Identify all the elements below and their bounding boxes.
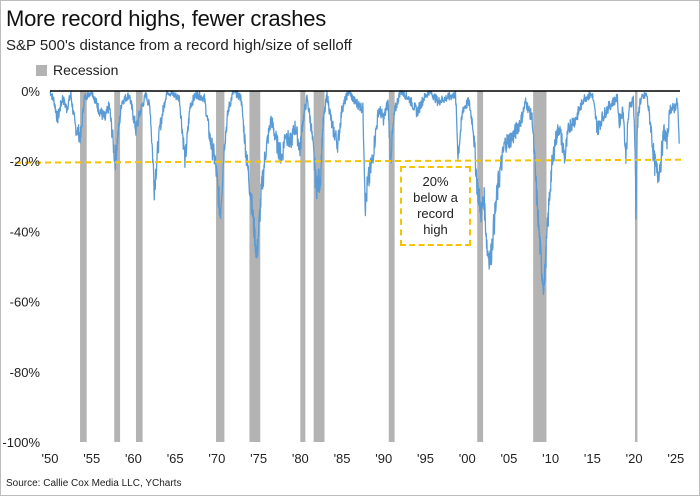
x-tick-label: '50 (42, 451, 59, 466)
threshold-line (14, 158, 686, 164)
legend: Recession (36, 62, 118, 78)
recession-bands (80, 91, 638, 442)
recession-band-7 (388, 91, 395, 442)
x-tick-label: '20 (626, 451, 643, 466)
recession-band-2 (135, 91, 143, 442)
x-tick-label: '85 (334, 451, 351, 466)
y-tick-label: -20% (10, 154, 41, 169)
chart-subtitle: S&P 500's distance from a record high/si… (6, 37, 352, 54)
recession-band-6 (313, 91, 325, 442)
recession-band-5 (300, 91, 306, 442)
x-tick-label: '10 (542, 451, 559, 466)
y-tick-label: 0% (21, 84, 40, 99)
series-layer (49, 90, 680, 296)
y-tick-label: -100% (2, 435, 40, 450)
recession-band-8 (477, 91, 484, 442)
x-tick-label: '90 (375, 451, 392, 466)
x-tick-label: '75 (250, 451, 267, 466)
y-tick-label: -60% (10, 295, 41, 310)
x-tick-label: '65 (167, 451, 184, 466)
x-axis-ticks: '50 '55 '60 '65 '70 '75 '80 '85 '90 '95 '00 '05 '10 '… (42, 451, 685, 466)
x-tick-label: '55 (83, 451, 100, 466)
legend-label-recession: Recession (53, 62, 119, 78)
recession-band-3 (216, 91, 225, 442)
legend-swatch-recession (36, 64, 47, 76)
y-axis-ticks: 0% -20% -40% -60% -80% -100% (2, 84, 40, 450)
x-tick-label: '25 (667, 451, 684, 466)
series-line-drawdown (49, 90, 680, 296)
y-tick-label: -40% (10, 224, 41, 239)
x-tick-label: '95 (417, 451, 434, 466)
source-note: Source: Callie Cox Media LLC, YCharts (6, 478, 182, 489)
x-tick-label: '80 (292, 451, 309, 466)
x-tick-label: '05 (500, 451, 517, 466)
recession-band-10 (634, 91, 638, 442)
y-tick-label: -80% (10, 365, 41, 380)
threshold-annotation: 20% below a record high (400, 166, 471, 246)
threshold-annotation-text: 20% below a record high (413, 174, 458, 237)
x-tick-label: '00 (459, 451, 476, 466)
x-tick-label: '70 (208, 451, 225, 466)
recession-band-0 (80, 91, 87, 442)
x-tick-label: '15 (584, 451, 601, 466)
chart-title: More record highs, fewer crashes (6, 6, 327, 31)
x-tick-label: '60 (125, 451, 142, 466)
recession-band-1 (114, 91, 121, 442)
recession-band-4 (249, 91, 261, 442)
